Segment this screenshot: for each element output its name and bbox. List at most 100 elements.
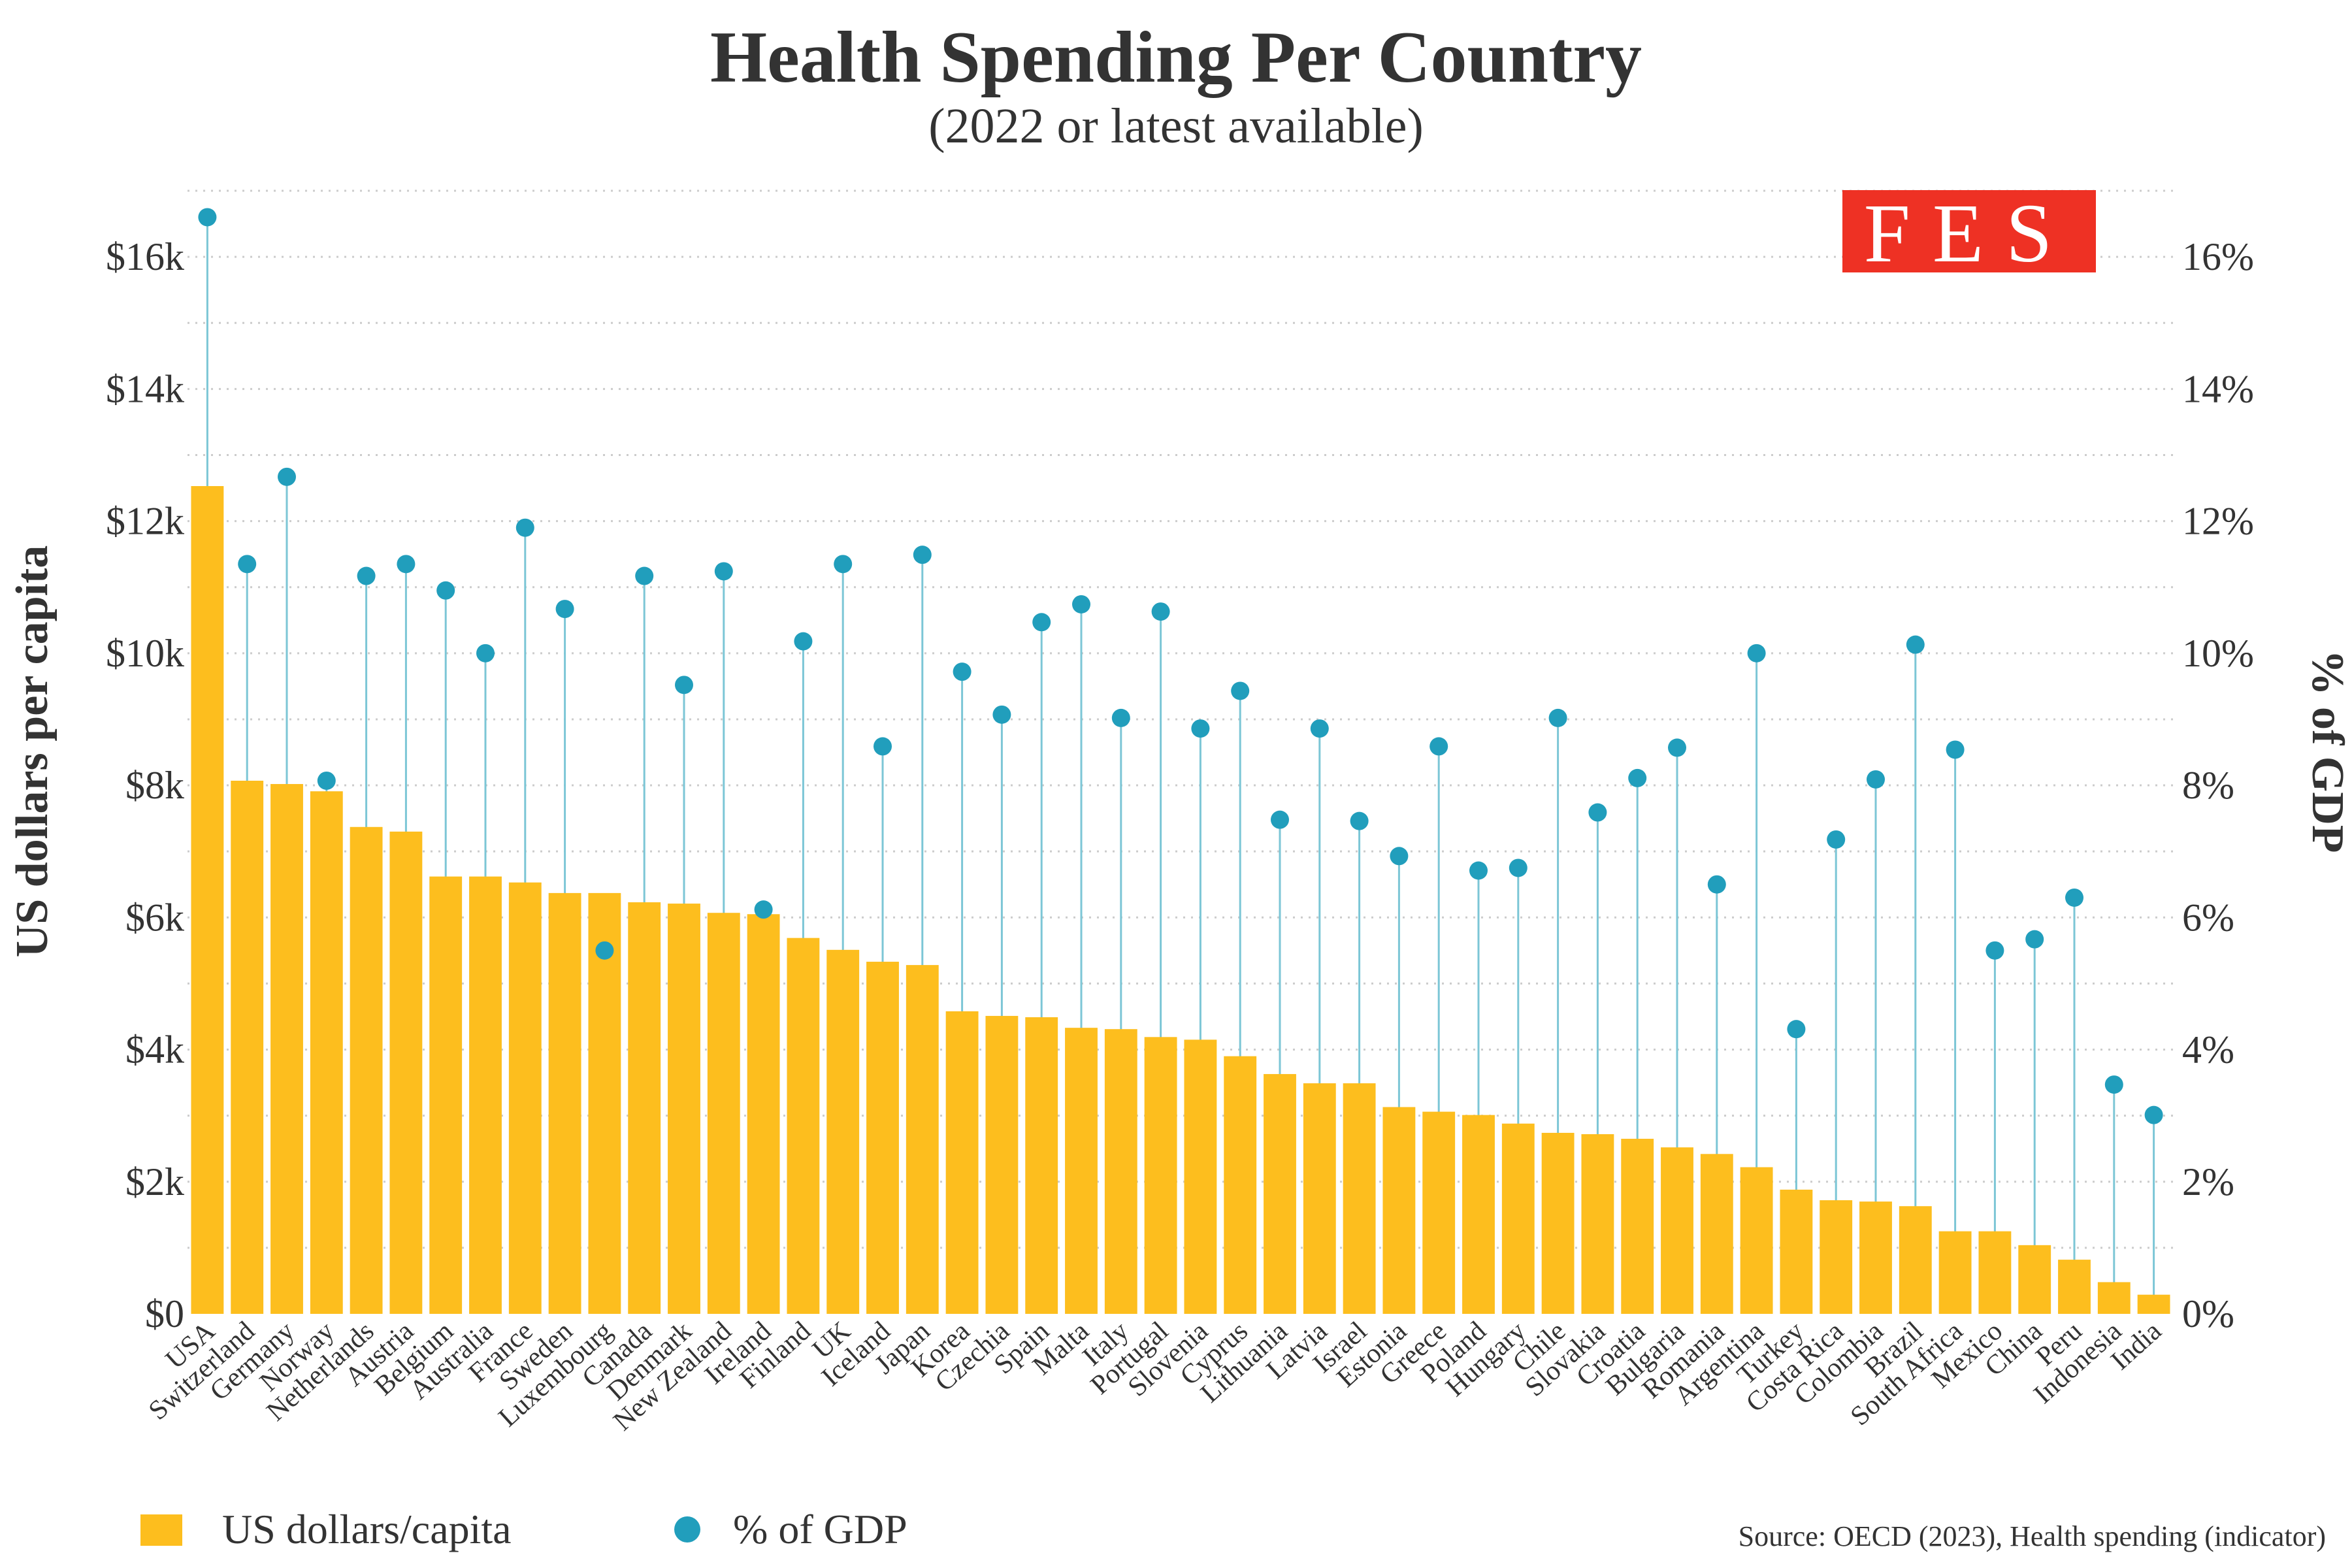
bar-greece [1422, 1111, 1456, 1314]
bar-spain [1025, 1017, 1058, 1314]
y-axis-label-left: US dollars per capita [7, 546, 57, 958]
bar-slovakia [1581, 1134, 1614, 1314]
bar-korea [945, 1011, 979, 1314]
dot-luxembourg [595, 941, 614, 960]
y-tick-label-right: 4% [2182, 1028, 2234, 1071]
dot-norway [317, 771, 336, 790]
bar-norway [310, 791, 343, 1314]
bar-poland [1462, 1115, 1495, 1314]
bar-brazil [1899, 1206, 1932, 1314]
bar-cyprus [1224, 1056, 1257, 1314]
dot-india [2144, 1105, 2163, 1124]
bar-turkey [1780, 1189, 1813, 1314]
legend-dot-swatch [674, 1516, 700, 1543]
source-note: Source: OECD (2023), Health spending (in… [1739, 1520, 2326, 1552]
bar-sweden [548, 892, 581, 1314]
dot-new-zealand [714, 562, 733, 581]
y-tick-label: $2k [125, 1160, 184, 1203]
bar-iceland [866, 962, 899, 1314]
dot-uk [834, 555, 853, 574]
bar-bulgaria [1661, 1147, 1693, 1314]
dot-turkey [1787, 1020, 1806, 1039]
dot-south-africa [1946, 740, 1965, 759]
legend-dot-label: % of GDP [733, 1506, 907, 1552]
y-tick-label-right: 10% [2182, 632, 2254, 675]
bar-france [508, 882, 542, 1314]
dot-peru [2065, 888, 2083, 907]
y-tick-label: $4k [125, 1028, 184, 1071]
dot-lithuania [1271, 810, 1289, 829]
y-tick-label-right: 2% [2182, 1160, 2234, 1203]
dot-czechia [992, 705, 1011, 724]
dot-denmark [675, 676, 693, 694]
dot-japan [913, 546, 932, 564]
dot-portugal [1151, 602, 1170, 621]
chart-subtitle: (2022 or latest available) [928, 99, 1424, 154]
bar-indonesia [2097, 1282, 2131, 1314]
dot-italy [1111, 708, 1130, 727]
dot-estonia [1390, 847, 1409, 866]
y-tick-label: $16k [106, 235, 184, 278]
chart-title: Health Spending Per Country [710, 17, 1642, 98]
bar-hungary [1501, 1123, 1535, 1314]
legend: US dollars/capita % of GDP [140, 1506, 907, 1552]
bar-mexico [1978, 1231, 2012, 1314]
bars [191, 485, 2170, 1315]
bar-lithuania [1264, 1073, 1296, 1314]
bar-china [2018, 1245, 2051, 1314]
dot-bulgaria [1668, 738, 1686, 757]
dot-australia [476, 644, 495, 662]
y-tick-label-right: 6% [2182, 896, 2234, 939]
bar-ireland [747, 914, 780, 1314]
dot-colombia [1867, 770, 1885, 789]
bar-romania [1700, 1154, 1733, 1314]
dot-canada [635, 566, 654, 585]
y-axis-left: $0 $2k $4k $6k $8k $10k $12k $14k $16k [106, 235, 184, 1335]
dot-costa-rica [1827, 830, 1846, 849]
dot-netherlands [357, 566, 376, 585]
dot-latvia [1310, 719, 1329, 738]
dot-romania [1707, 875, 1726, 894]
bar-finland [787, 938, 820, 1314]
legend-bar-label: US dollars/capita [222, 1506, 512, 1552]
dot-chile [1548, 708, 1567, 727]
bar-portugal [1144, 1037, 1177, 1314]
dot-belgium [436, 581, 455, 600]
bar-croatia [1621, 1139, 1654, 1314]
bar-usa [191, 485, 224, 1315]
bar-malta [1065, 1028, 1098, 1314]
dot-brazil [1906, 635, 1925, 654]
bar-czechia [985, 1015, 1019, 1314]
bar-australia [469, 876, 502, 1314]
dot-israel [1350, 811, 1369, 830]
dot-switzerland [238, 555, 257, 574]
bar-belgium [429, 876, 463, 1314]
legend-bar-swatch [140, 1514, 182, 1546]
dot-ireland [754, 900, 773, 919]
dot-greece [1429, 737, 1448, 756]
dot-france [515, 518, 534, 537]
dot-iceland [874, 737, 892, 756]
dot-indonesia [2104, 1075, 2123, 1094]
y-tick-label: $0 [145, 1292, 184, 1335]
bar-slovenia [1184, 1039, 1217, 1314]
y-tick-label-right: 8% [2182, 764, 2234, 807]
dot-cyprus [1231, 681, 1250, 700]
bar-italy [1104, 1029, 1137, 1314]
y-tick-label: $10k [106, 632, 184, 675]
bar-argentina [1740, 1167, 1773, 1314]
bar-austria [389, 831, 423, 1314]
dot-mexico [1985, 941, 2004, 960]
y-axis-right: 0% 2% 4% 6% 8% 10% 12% 14% 16% [2182, 235, 2254, 1335]
y-tick-label-right: 16% [2182, 235, 2254, 278]
dot-austria [397, 555, 416, 574]
y-tick-label: $8k [125, 764, 184, 807]
bar-switzerland [231, 780, 264, 1314]
bar-germany [270, 784, 303, 1314]
bar-japan [906, 965, 939, 1314]
x-axis: USASwitzerlandGermanyNorwayNetherlandsAu… [143, 1316, 2168, 1437]
dot-malta [1072, 595, 1090, 613]
bar-india [2137, 1294, 2170, 1314]
dot-usa [198, 208, 217, 227]
